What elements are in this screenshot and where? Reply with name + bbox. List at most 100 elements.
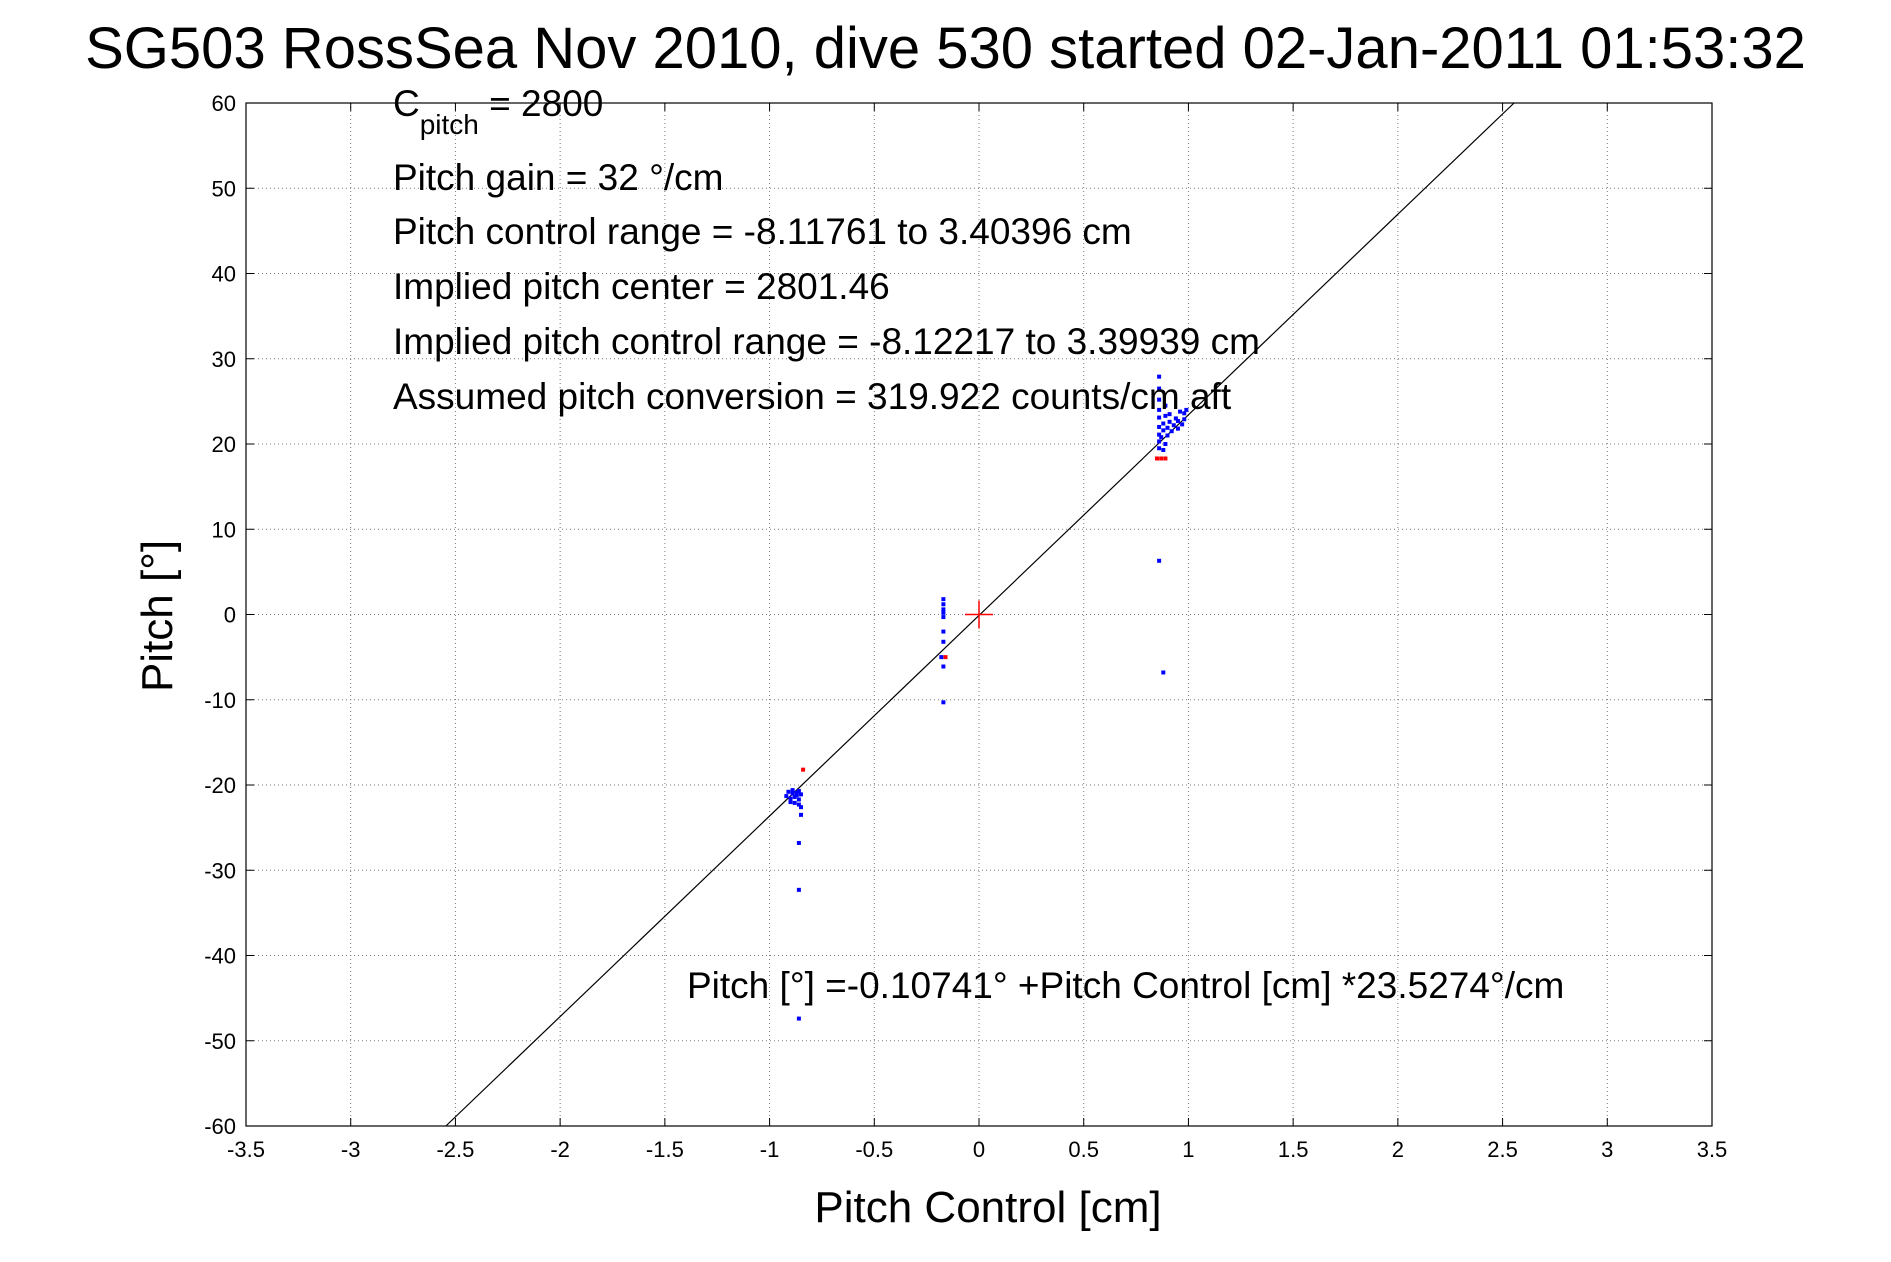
data-point [1165, 425, 1170, 430]
x-tick-label: 3.5 [1697, 1137, 1728, 1162]
x-tick-label: 0 [973, 1137, 985, 1162]
data-point [1159, 456, 1164, 461]
data-point [794, 790, 799, 795]
y-tick-label: -60 [204, 1114, 236, 1139]
data-point [1175, 418, 1180, 423]
data-point [792, 794, 797, 799]
y-axis-label: Pitch [°] [133, 540, 182, 692]
x-tick-label: -2 [550, 1137, 570, 1162]
y-tick-label: -40 [204, 944, 236, 969]
x-tick-label: -1.5 [646, 1137, 684, 1162]
data-point [1175, 426, 1180, 431]
data-point [1163, 413, 1168, 418]
y-tick-label: 60 [212, 91, 236, 116]
data-point [796, 802, 801, 807]
y-tick-label: -20 [204, 773, 236, 798]
y-tick-label: 20 [212, 432, 236, 457]
data-point [941, 664, 946, 669]
data-point [941, 615, 946, 620]
data-point [798, 805, 803, 810]
data-point [1157, 374, 1162, 379]
y-tick-label: 0 [224, 603, 236, 628]
annotation-line: Pitch gain = 32 °/cm [393, 157, 724, 198]
x-tick-label: -3.5 [227, 1137, 265, 1162]
data-point [1157, 439, 1162, 444]
data-point [1157, 558, 1162, 563]
data-point [798, 812, 803, 817]
data-point [1167, 419, 1172, 424]
data-point [941, 700, 946, 705]
data-point [1167, 412, 1172, 417]
annotation-line: Implied pitch control range = -8.12217 t… [393, 321, 1260, 362]
data-point [796, 1016, 801, 1021]
data-point [941, 602, 946, 607]
data-point [941, 597, 946, 602]
y-tick-label: 50 [212, 176, 236, 201]
axes [245, 102, 1713, 1127]
annotation-c-pitch: Cpitch = 2800 [393, 83, 603, 140]
annotation-line: Implied pitch center = 2801.46 [393, 266, 890, 307]
x-tick-label: 2 [1392, 1137, 1404, 1162]
data-point [792, 800, 797, 805]
data-point [1161, 670, 1166, 675]
data-point [941, 629, 946, 634]
data-point [1157, 446, 1162, 451]
data-point [796, 788, 801, 793]
x-tick-label: -0.5 [855, 1137, 893, 1162]
data-point [796, 797, 801, 802]
annotation-line: Pitch control range = -8.11761 to 3.4039… [393, 211, 1132, 252]
x-axis-label: Pitch Control [cm] [814, 1183, 1161, 1232]
x-tick-label: 1.5 [1278, 1137, 1309, 1162]
fit-equation: Pitch [°] =-0.10741° +Pitch Control [cm]… [687, 965, 1564, 1006]
y-tick-label: 40 [212, 262, 236, 287]
data-point [1157, 415, 1162, 420]
data-point [1159, 435, 1164, 440]
data-point [1155, 456, 1160, 461]
data-point [1165, 433, 1170, 438]
data-point [1163, 442, 1168, 446]
data-point [1157, 386, 1162, 391]
data-points [784, 374, 1189, 1021]
x-tick-label: -2.5 [436, 1137, 474, 1162]
y-tick-label: -50 [204, 1029, 236, 1054]
annotation-line: Assumed pitch conversion = 319.922 count… [393, 376, 1232, 417]
data-point [943, 655, 948, 660]
data-point [1163, 456, 1168, 461]
data-point [1169, 429, 1174, 434]
data-point [796, 840, 801, 845]
data-point [941, 607, 946, 612]
data-point [794, 793, 799, 798]
data-point [1157, 424, 1162, 429]
y-tick-label: 10 [212, 517, 236, 542]
x-tick-label: 2.5 [1487, 1137, 1518, 1162]
data-point [790, 791, 795, 796]
data-point [798, 792, 803, 797]
data-point [796, 887, 801, 892]
annotations: Cpitch = 2800 Pitch gain = 32 °/cm Pitch c… [393, 83, 1564, 1006]
y-tick-label: -30 [204, 858, 236, 883]
data-point [1161, 421, 1166, 426]
data-point [941, 639, 946, 644]
data-point [1171, 423, 1176, 428]
data-point [941, 610, 946, 615]
data-point [1180, 422, 1185, 427]
data-point [790, 788, 795, 793]
tick-labels: -3.5 -3 -2.5 -2 -1.5 -1 -0.5 0 0.5 1 1.5 2 2.5 3 3.5 -6… [204, 91, 1727, 1162]
data-point [1178, 409, 1183, 414]
data-point [1157, 407, 1162, 412]
x-tick-label: 1 [1182, 1137, 1194, 1162]
data-point [1173, 416, 1178, 421]
data-point [1163, 403, 1168, 408]
data-point [1161, 447, 1166, 452]
data-point [1184, 407, 1189, 412]
chart-title: SG503 RossSea Nov 2010, dive 530 started… [85, 16, 1806, 81]
x-tick-label: -3 [341, 1137, 361, 1162]
y-tick-label: 30 [212, 347, 236, 372]
data-point [784, 794, 789, 799]
data-point [1182, 411, 1187, 416]
x-tick-label: 0.5 [1068, 1137, 1099, 1162]
data-point [788, 800, 793, 805]
data-point [1182, 417, 1187, 422]
data-point [939, 655, 944, 660]
